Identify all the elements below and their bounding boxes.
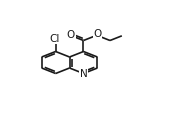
Text: O: O — [94, 29, 102, 39]
Text: N: N — [80, 69, 87, 79]
Text: O: O — [67, 30, 75, 40]
Text: Cl: Cl — [49, 34, 60, 44]
